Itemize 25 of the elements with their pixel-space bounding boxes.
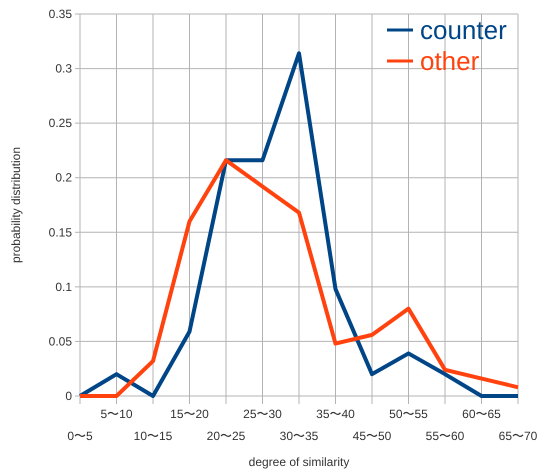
x-tick-label: 45〜50 <box>352 429 392 443</box>
legend-label: other <box>420 46 480 76</box>
x-tick-label: 20〜25 <box>206 429 246 443</box>
x-tick-label: 10〜15 <box>134 429 173 443</box>
y-axis-title: probability distribution <box>9 146 23 264</box>
y-tick-label: 0.2 <box>55 170 72 185</box>
y-tick-label: 0.1 <box>55 280 72 294</box>
x-tick-label: 25〜30 <box>243 407 282 421</box>
x-tick-label: 5〜10 <box>100 407 133 421</box>
x-axis-title: degree of similarity <box>248 455 350 469</box>
legend-label: counter <box>420 15 508 45</box>
y-tick-label: 0.15 <box>48 225 72 240</box>
x-tick-label: 55〜60 <box>426 429 465 443</box>
x-tick-label: 50〜55 <box>389 407 428 421</box>
x-tick-label: 30〜35 <box>280 429 319 443</box>
x-tick-label: 60〜65 <box>462 407 502 421</box>
x-tick-label: 15〜20 <box>170 407 210 421</box>
x-tick-label: 0〜5 <box>67 429 93 443</box>
y-tick-label: 0.35 <box>48 7 72 21</box>
x-tick-label: 35〜40 <box>316 407 356 421</box>
y-tick-label: 0.3 <box>55 62 72 76</box>
y-tick-label: 0.25 <box>48 116 72 130</box>
y-tick-label: 0.05 <box>48 334 72 348</box>
x-tick-label: 65〜70 <box>498 429 538 443</box>
y-tick-label: 0 <box>65 389 72 403</box>
